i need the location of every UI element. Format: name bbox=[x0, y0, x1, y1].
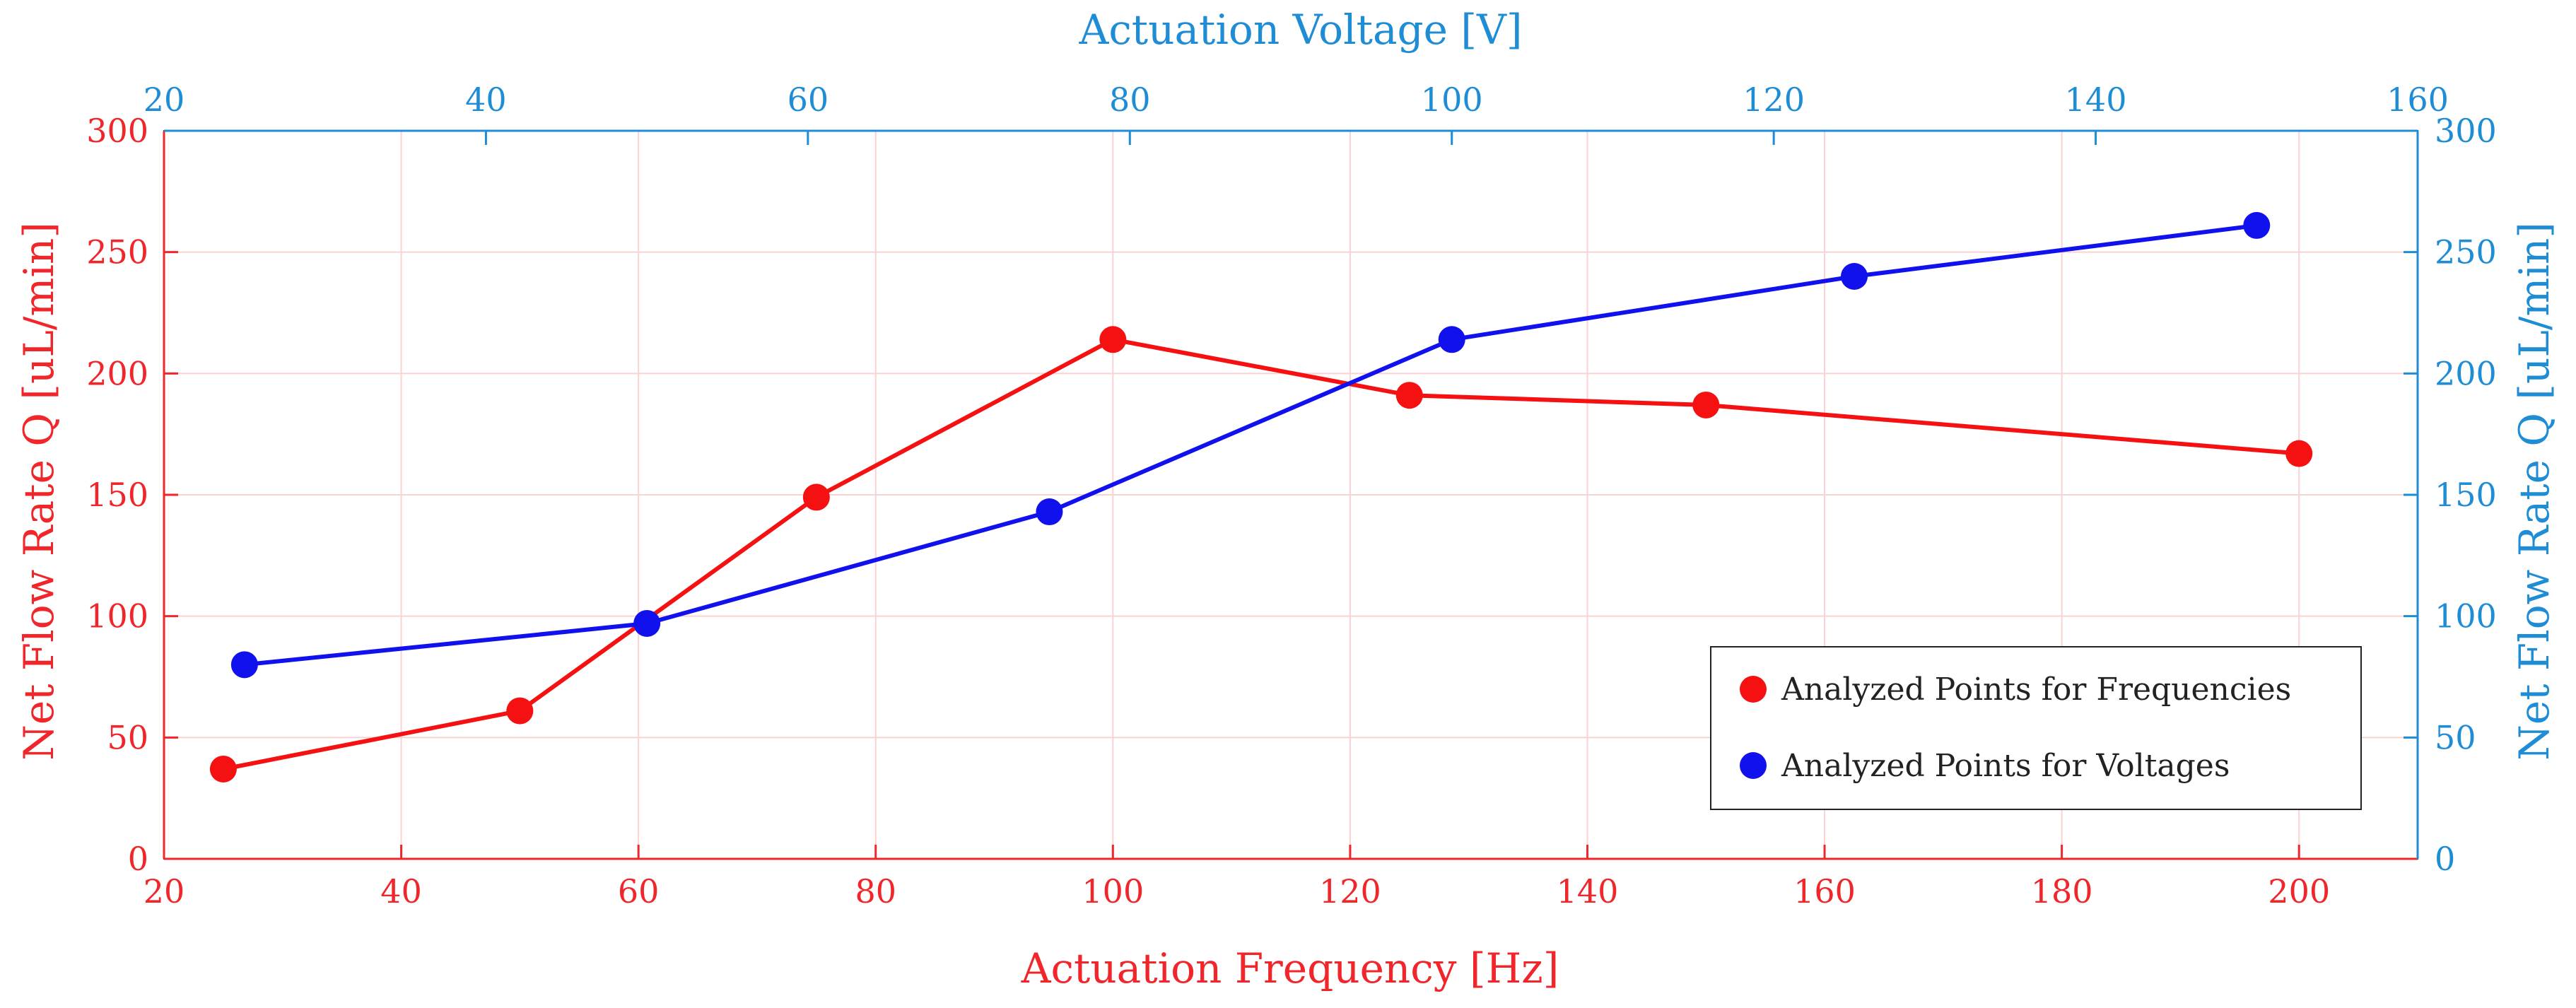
voltage-data-point bbox=[230, 651, 258, 679]
legend-box bbox=[1710, 646, 2362, 810]
y2-tick-label: 50 bbox=[2435, 718, 2476, 756]
right-axis-title: Net Flow Rate Q [uL/min] bbox=[2510, 222, 2558, 761]
x-tick-label: 40 bbox=[380, 872, 422, 910]
x2-tick-label: 120 bbox=[1743, 81, 1805, 119]
y-tick-label: 200 bbox=[86, 354, 148, 392]
x2-tick-label: 40 bbox=[465, 81, 507, 119]
x-tick-label: 20 bbox=[144, 872, 185, 910]
frequency-data-point bbox=[209, 755, 237, 783]
y2-tick-label: 150 bbox=[2435, 476, 2497, 514]
top-axis-title: Actuation Voltage [V] bbox=[1078, 6, 1522, 54]
frequency-data-point bbox=[2285, 440, 2313, 467]
voltage-series-line bbox=[244, 223, 2257, 667]
y2-tick-label: 0 bbox=[2435, 840, 2455, 878]
x-tick-label: 60 bbox=[618, 872, 660, 910]
y2-tick-label: 100 bbox=[2435, 597, 2497, 635]
axis-ticks: 20 40 60 80 100 120 140 160 180 20005010015020025… bbox=[86, 81, 2497, 910]
y-tick-label: 0 bbox=[128, 840, 148, 878]
left-axis-title: Net Flow Rate Q [uL/min] bbox=[15, 222, 63, 761]
y2-tick-label: 300 bbox=[2435, 112, 2497, 150]
frequency-data-point bbox=[1692, 391, 1720, 418]
y-tick-label: 150 bbox=[86, 476, 148, 514]
voltage-data-point bbox=[1841, 263, 1868, 290]
x-tick-label: 80 bbox=[855, 872, 896, 910]
frequency-data-point bbox=[802, 484, 830, 511]
frequency-data-point bbox=[1099, 326, 1127, 353]
legend-label-frequencies: Analyzed Points for Frequencies bbox=[1781, 672, 2291, 708]
x2-tick-label: 80 bbox=[1109, 81, 1151, 119]
bottom-axis-title: Actuation Frequency [Hz] bbox=[1021, 944, 1559, 992]
frequency-data-point bbox=[1395, 382, 1423, 409]
voltage-data-point bbox=[633, 609, 661, 637]
x-tick-label: 120 bbox=[1319, 872, 1381, 910]
legend: Analyzed Points for Frequencies Analyzed… bbox=[1710, 646, 2362, 810]
y-tick-label: 300 bbox=[86, 112, 148, 150]
legend-marker-voltages bbox=[1740, 752, 1767, 779]
y-tick-label: 100 bbox=[86, 597, 148, 635]
x2-tick-label: 20 bbox=[144, 81, 185, 119]
voltage-data-point bbox=[1438, 326, 1465, 353]
x-tick-label: 160 bbox=[1793, 872, 1856, 910]
x2-tick-label: 140 bbox=[2065, 81, 2127, 119]
voltage-data-point bbox=[2243, 211, 2271, 239]
x-tick-label: 100 bbox=[1082, 872, 1144, 910]
legend-marker-frequencies bbox=[1740, 676, 1767, 703]
x-tick-label: 140 bbox=[1557, 872, 1619, 910]
y2-tick-label: 250 bbox=[2435, 233, 2497, 271]
voltage-data-point bbox=[1036, 498, 1063, 526]
y-tick-label: 50 bbox=[107, 718, 148, 756]
frequency-data-point bbox=[506, 697, 534, 725]
x-tick-label: 200 bbox=[2268, 872, 2330, 910]
x2-tick-label: 60 bbox=[788, 81, 829, 119]
x2-tick-label: 100 bbox=[1421, 81, 1483, 119]
x2-tick-label: 160 bbox=[2387, 81, 2449, 119]
x-tick-label: 180 bbox=[2031, 872, 2093, 910]
data-series bbox=[209, 211, 2313, 783]
y2-tick-label: 200 bbox=[2435, 354, 2497, 392]
legend-label-voltages: Analyzed Points for Voltages bbox=[1781, 748, 2230, 784]
y-tick-label: 250 bbox=[86, 233, 148, 271]
